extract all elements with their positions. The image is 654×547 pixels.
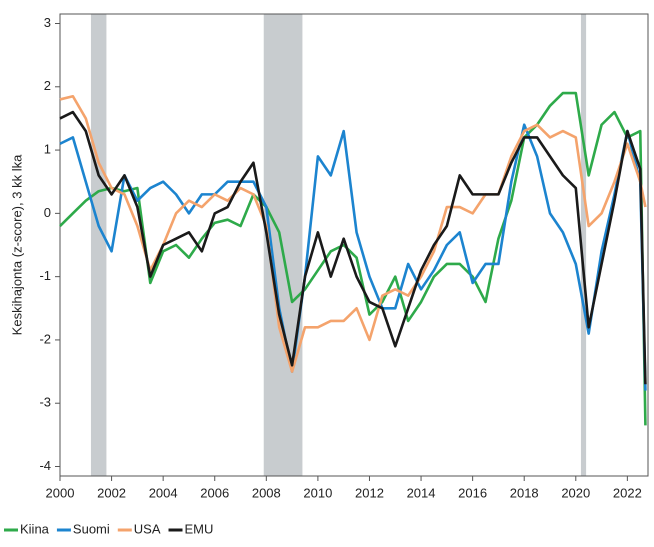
shaded-period	[580, 14, 587, 476]
y-tick-label: 1	[44, 142, 51, 157]
legend-label: EMU	[185, 521, 214, 536]
x-tick-label: 2022	[613, 485, 642, 500]
series-line	[59, 123, 647, 391]
x-tick-label: 2008	[252, 485, 281, 500]
x-tick-label: 2018	[510, 485, 539, 500]
x-tick-label: 2014	[407, 485, 436, 500]
legend-label: USA	[134, 521, 161, 536]
x-tick-label: 2004	[149, 485, 178, 500]
y-axis-label: Keskihajonta (z-score), 3 kk lka	[9, 154, 24, 335]
x-tick-label: 2002	[97, 485, 126, 500]
legend-label: Kiina	[20, 521, 50, 536]
x-tick-label: 2012	[355, 485, 384, 500]
x-tick-label: 2020	[561, 485, 590, 500]
plot-frame	[59, 13, 649, 477]
series-line	[59, 91, 647, 426]
y-tick-label: -2	[39, 331, 51, 346]
y-tick-label: -1	[39, 268, 51, 283]
y-tick-label: -4	[39, 458, 51, 473]
legend-label: Suomi	[73, 521, 110, 536]
x-tick-label: 2000	[46, 485, 75, 500]
series-line	[59, 110, 647, 385]
x-tick-label: 2016	[458, 485, 487, 500]
y-tick-label: 2	[44, 78, 51, 93]
series-line	[59, 94, 647, 373]
x-tick-label: 2006	[200, 485, 229, 500]
shaded-period	[90, 14, 107, 476]
y-tick-label: 3	[44, 15, 51, 30]
y-tick-label: 0	[44, 205, 51, 220]
x-tick-label: 2010	[303, 485, 332, 500]
y-tick-label: -3	[39, 395, 51, 410]
